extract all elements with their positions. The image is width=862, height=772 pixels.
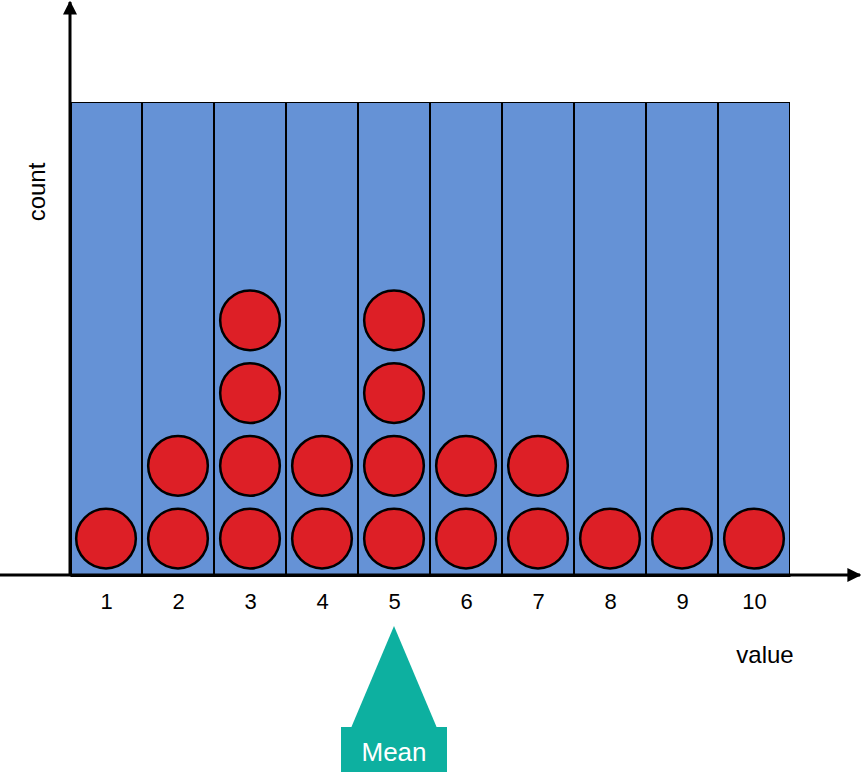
- x-tick-label: 8: [604, 589, 616, 614]
- dot: [220, 290, 280, 350]
- x-tick: 7: [532, 575, 544, 614]
- x-tick: 5: [388, 575, 400, 614]
- x-tick: 8: [604, 575, 616, 614]
- dot: [148, 509, 208, 569]
- dot: [508, 436, 568, 496]
- dot: [724, 509, 784, 569]
- column: [430, 102, 502, 575]
- dots: [76, 290, 784, 568]
- dot: [436, 436, 496, 496]
- dot: [148, 436, 208, 496]
- dot: [508, 509, 568, 569]
- x-tick-label: 4: [316, 589, 328, 614]
- x-tick-label: 6: [460, 589, 472, 614]
- column: [646, 102, 718, 575]
- x-tick: 9: [676, 575, 688, 614]
- chart: 1 2 3 4 5 6 7 8 9 10 count value Mean: [0, 0, 862, 772]
- mean-pointer: [351, 626, 437, 728]
- x-tick-label: 7: [532, 589, 544, 614]
- x-tick-label: 1: [100, 589, 112, 614]
- column: [286, 102, 358, 575]
- dot: [436, 509, 496, 569]
- column: [502, 102, 574, 575]
- x-tick: 10: [742, 575, 766, 614]
- x-tick: 6: [460, 575, 472, 614]
- dot: [220, 436, 280, 496]
- x-tick-label: 5: [388, 589, 400, 614]
- x-tick-label: 3: [244, 589, 256, 614]
- dot: [76, 509, 136, 569]
- column: [718, 102, 790, 575]
- x-tick: 3: [244, 575, 256, 614]
- dot: [292, 509, 352, 569]
- y-axis-title: count: [23, 162, 50, 221]
- dot: [364, 363, 424, 423]
- dot: [364, 290, 424, 350]
- y-axis-arrow: [69, 2, 72, 575]
- x-axis-title: value: [736, 641, 793, 668]
- dot: [580, 509, 640, 569]
- x-tick: 4: [316, 575, 328, 614]
- x-axis-arrow: [0, 574, 860, 577]
- x-tick-label: 9: [676, 589, 688, 614]
- columns: [70, 102, 790, 575]
- column: [142, 102, 214, 575]
- dot: [220, 363, 280, 423]
- dot: [652, 509, 712, 569]
- dot: [292, 436, 352, 496]
- mean-box: [341, 727, 447, 772]
- mean-label: Mean: [361, 737, 426, 767]
- x-tick: 1: [100, 575, 112, 614]
- dot: [364, 509, 424, 569]
- column: [70, 102, 142, 575]
- mean-annotation: Mean: [341, 626, 447, 772]
- x-tick-label: 10: [742, 589, 766, 614]
- column: [574, 102, 646, 575]
- x-axis: 1 2 3 4 5 6 7 8 9 10: [71, 575, 791, 614]
- x-tick-label: 2: [172, 589, 184, 614]
- column: [358, 102, 430, 575]
- dot: [364, 436, 424, 496]
- column: [214, 102, 286, 575]
- dot: [220, 509, 280, 569]
- x-tick: 2: [172, 575, 184, 614]
